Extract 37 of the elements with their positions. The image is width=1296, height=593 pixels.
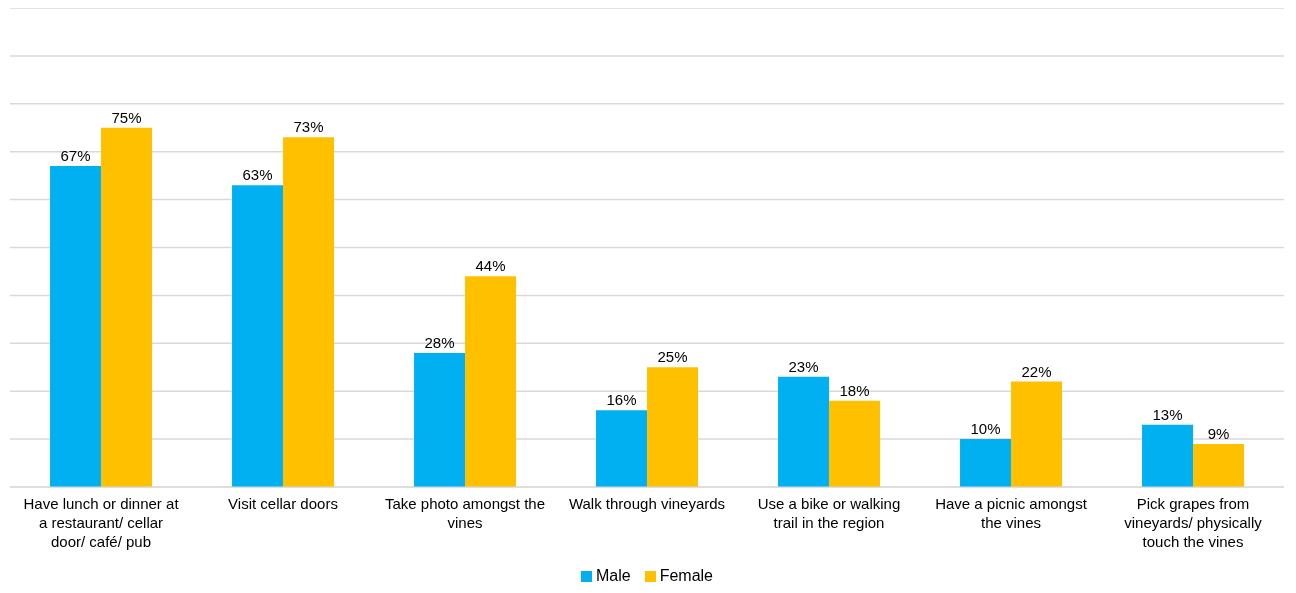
bar: [778, 376, 830, 487]
data-label: 10%: [970, 420, 1001, 438]
data-label: 28%: [424, 333, 455, 351]
x-tick-label: Pick grapes from vineyards/ physically touch the vines: [1124, 495, 1263, 550]
legend-label: Male: [595, 567, 631, 585]
data-label: 63%: [242, 166, 273, 184]
data-label: 73%: [293, 118, 324, 136]
data-label: 67%: [60, 147, 91, 165]
bar: [414, 352, 466, 487]
data-label: 18%: [839, 381, 870, 399]
bar: [596, 410, 648, 487]
data-label: 25%: [657, 348, 688, 366]
bar: [465, 276, 517, 487]
data-label: 75%: [111, 108, 142, 126]
bar: [101, 127, 153, 487]
bar: [647, 367, 699, 487]
data-label: 44%: [475, 257, 506, 275]
data-label: 22%: [1021, 362, 1052, 380]
bar: [1011, 381, 1063, 487]
x-tick-label: Have lunch or dinner at a restaurant/ cellar door/ café/ pub: [23, 495, 180, 550]
x-tick-label: Visit cellar doors: [228, 495, 338, 512]
x-tick-label: Use a bike or walking trail in the region: [757, 495, 901, 531]
legend-label: Female: [659, 567, 714, 585]
bar: [1142, 424, 1194, 487]
data-label: 13%: [1152, 405, 1183, 423]
x-tick-label: Walk through vineyards: [568, 495, 726, 512]
bar: [1193, 443, 1245, 487]
data-label: 23%: [788, 357, 819, 375]
data-label: 9%: [1207, 424, 1230, 442]
data-label: 16%: [606, 391, 637, 409]
bar: [960, 439, 1012, 487]
bar: [50, 166, 102, 487]
bar: [232, 185, 284, 487]
bar: [829, 400, 881, 487]
x-tick-label: Have a picnic amongst the vines: [935, 495, 1088, 531]
bar: [283, 137, 335, 487]
x-tick-label: Take photo amongst the vines: [384, 495, 546, 531]
